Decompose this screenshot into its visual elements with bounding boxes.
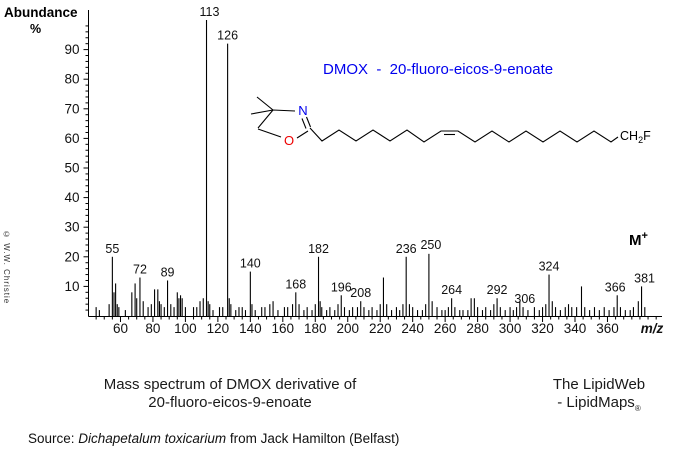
species-name: Dichapetalum toxicarium	[78, 431, 227, 446]
x-tick-label: 360	[596, 321, 619, 336]
peak-label-306: 306	[514, 292, 535, 306]
x-tick-label: 280	[466, 321, 489, 336]
x-tick-label: 80	[145, 321, 160, 336]
y-tick-label: 50	[64, 161, 79, 176]
caption-line2: 20-fluoro-eicos-9-enoate	[148, 394, 312, 411]
source-attribution: Source: Dichapetalum toxicarium from Jac…	[28, 431, 399, 446]
site-credit: The LipidWeb - LipidMaps®	[538, 376, 660, 418]
y-tick-label: 60	[64, 131, 79, 146]
peak-label-89: 89	[161, 265, 175, 279]
terminal-ch2f-group: CH2F	[620, 129, 651, 145]
oxygen-atom: O	[284, 133, 294, 148]
peak-label-168: 168	[285, 277, 306, 291]
peak-label-236: 236	[396, 242, 417, 256]
x-axis-label: m/z	[641, 321, 664, 336]
x-tick-label: 200	[336, 321, 359, 336]
x-tick-label: 220	[369, 321, 392, 336]
peak-label-196: 196	[331, 280, 352, 294]
molecular-ion-label: M+	[629, 230, 648, 249]
credit-line2: - LipidMaps®	[557, 394, 641, 413]
peak-label-140: 140	[240, 257, 261, 271]
compound-title: DMOX - 20-fluoro-eicos-9-enoate	[323, 61, 554, 78]
x-tick-label: 300	[499, 321, 522, 336]
x-tick-label: 140	[239, 321, 262, 336]
registered-mark: ®	[634, 404, 641, 413]
peak-label-381: 381	[634, 271, 655, 285]
chemical-structure: N O CH2F	[250, 96, 651, 148]
cn-double-bond	[301, 116, 312, 129]
y-tick-label: 20	[64, 249, 79, 264]
source-suffix: from Jack Hamilton (Belfast)	[226, 431, 400, 446]
y-tick-label: 70	[64, 101, 79, 116]
peak-label-208: 208	[350, 286, 371, 300]
y-tick-label: 10	[64, 279, 79, 294]
peak-label-292: 292	[487, 283, 508, 297]
y-tick-label: 80	[64, 72, 79, 87]
caption-line1: Mass spectrum of DMOX derivative of	[103, 376, 357, 393]
x-tick-label: 160	[272, 321, 295, 336]
peak-label-324: 324	[539, 260, 560, 274]
x-tick-label: 100	[174, 321, 197, 336]
nitrogen-atom: N	[298, 103, 307, 118]
x-tick-label: 180	[304, 321, 327, 336]
peak-label-72: 72	[133, 263, 147, 277]
x-tick-label: 320	[531, 321, 554, 336]
methyl-bonds	[250, 96, 274, 115]
peak-label-113: 113	[200, 5, 220, 19]
y-axis-unit: %	[30, 22, 42, 36]
x-tick-label: 240	[401, 321, 424, 336]
peak-label-55: 55	[105, 242, 119, 256]
credit-line1: The LipidWeb	[552, 376, 646, 393]
peak-label-182: 182	[308, 242, 329, 256]
peak-label-250: 250	[420, 238, 441, 252]
ring-bonds	[257, 109, 309, 139]
peak-label-264: 264	[441, 283, 462, 297]
y-tick-label: 40	[64, 190, 79, 205]
x-tick-label: 340	[564, 321, 587, 336]
source-prefix: Source:	[28, 431, 79, 446]
x-tick-label: 120	[207, 321, 230, 336]
peak-label-126: 126	[217, 29, 238, 43]
y-tick-label: 90	[64, 42, 79, 57]
y-tick-label: 30	[64, 220, 79, 235]
spectrum-plot: 10 20 30 40 50 60 70 80 90 60 80 100 120 140 160 180 200…	[64, 5, 664, 336]
figure-caption: Mass spectrum of DMOX derivative of 20-f…	[75, 376, 385, 412]
copyright-watermark: © W.W. Christie	[2, 230, 11, 305]
m-plus-base: M	[629, 232, 642, 249]
x-tick-label: 60	[113, 321, 128, 336]
acyl-chain	[309, 127, 619, 143]
m-plus-sup: +	[641, 230, 648, 242]
peak-label-366: 366	[605, 280, 626, 294]
x-tick-label: 260	[434, 321, 457, 336]
y-axis-title: Abundance	[4, 5, 78, 20]
